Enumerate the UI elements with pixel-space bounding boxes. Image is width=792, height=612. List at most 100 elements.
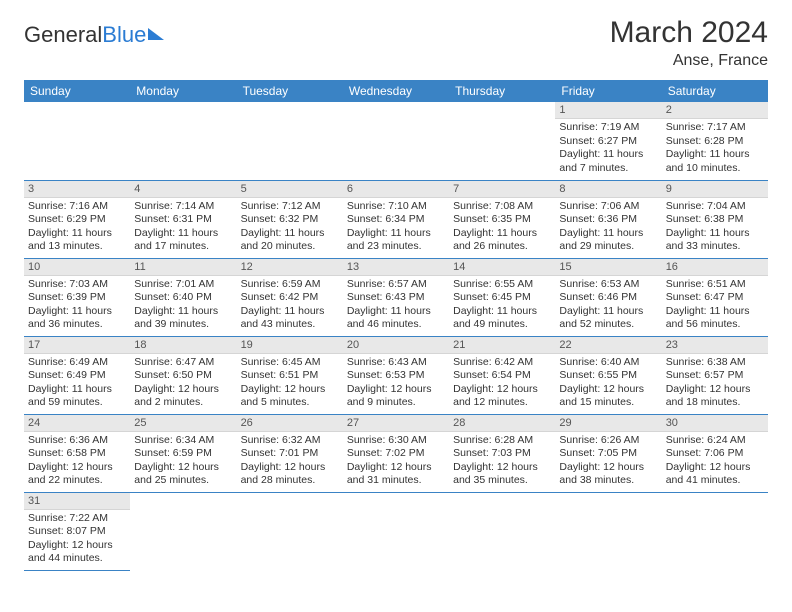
day-number: 21 [449,337,555,354]
calendar-day-cell [130,102,236,180]
sunset-line: Sunset: 6:43 PM [347,291,445,305]
sunrise-line: Sunrise: 7:19 AM [559,121,657,135]
sunrise-line: Sunrise: 7:08 AM [453,200,551,214]
daylight-line: Daylight: 11 hours and 29 minutes. [559,227,657,254]
daylight-line: Daylight: 12 hours and 2 minutes. [134,383,232,410]
sunset-line: Sunset: 7:05 PM [559,447,657,461]
calendar-day-cell: 8Sunrise: 7:06 AMSunset: 6:36 PMDaylight… [555,180,661,258]
day-details: Sunrise: 7:04 AMSunset: 6:38 PMDaylight:… [662,198,768,257]
calendar-day-cell: 13Sunrise: 6:57 AMSunset: 6:43 PMDayligh… [343,258,449,336]
calendar-day-cell: 14Sunrise: 6:55 AMSunset: 6:45 PMDayligh… [449,258,555,336]
day-details: Sunrise: 7:08 AMSunset: 6:35 PMDaylight:… [449,198,555,257]
sunset-line: Sunset: 6:51 PM [241,369,339,383]
sunrise-line: Sunrise: 6:43 AM [347,356,445,370]
sunset-line: Sunset: 6:36 PM [559,213,657,227]
day-details: Sunrise: 6:47 AMSunset: 6:50 PMDaylight:… [130,354,236,413]
daylight-line: Daylight: 11 hours and 43 minutes. [241,305,339,332]
sunset-line: Sunset: 6:39 PM [28,291,126,305]
daylight-line: Daylight: 11 hours and 33 minutes. [666,227,764,254]
daylight-line: Daylight: 12 hours and 35 minutes. [453,461,551,488]
day-details: Sunrise: 7:16 AMSunset: 6:29 PMDaylight:… [24,198,130,257]
calendar-day-cell: 12Sunrise: 6:59 AMSunset: 6:42 PMDayligh… [237,258,343,336]
calendar-day-cell [130,492,236,570]
day-number: 16 [662,259,768,276]
sunset-line: Sunset: 6:34 PM [347,213,445,227]
daylight-line: Daylight: 12 hours and 9 minutes. [347,383,445,410]
sunset-line: Sunset: 6:46 PM [559,291,657,305]
calendar-day-cell: 9Sunrise: 7:04 AMSunset: 6:38 PMDaylight… [662,180,768,258]
daylight-line: Daylight: 11 hours and 56 minutes. [666,305,764,332]
day-details: Sunrise: 6:43 AMSunset: 6:53 PMDaylight:… [343,354,449,413]
day-details: Sunrise: 7:17 AMSunset: 6:28 PMDaylight:… [662,119,768,178]
day-number: 26 [237,415,343,432]
header: GeneralBlue March 2024 Anse, France [24,16,768,70]
day-number: 27 [343,415,449,432]
day-details: Sunrise: 6:55 AMSunset: 6:45 PMDaylight:… [449,276,555,335]
sunrise-line: Sunrise: 6:45 AM [241,356,339,370]
calendar-week-row: 1Sunrise: 7:19 AMSunset: 6:27 PMDaylight… [24,102,768,180]
calendar-week-row: 24Sunrise: 6:36 AMSunset: 6:58 PMDayligh… [24,414,768,492]
weekday-header: Tuesday [237,80,343,102]
day-details: Sunrise: 7:22 AMSunset: 8:07 PMDaylight:… [24,510,130,569]
calendar-day-cell: 16Sunrise: 6:51 AMSunset: 6:47 PMDayligh… [662,258,768,336]
day-number: 5 [237,181,343,198]
day-details: Sunrise: 6:38 AMSunset: 6:57 PMDaylight:… [662,354,768,413]
daylight-line: Daylight: 11 hours and 10 minutes. [666,148,764,175]
sunrise-line: Sunrise: 6:53 AM [559,278,657,292]
sunrise-line: Sunrise: 6:24 AM [666,434,764,448]
day-details: Sunrise: 6:53 AMSunset: 6:46 PMDaylight:… [555,276,661,335]
calendar-week-row: 10Sunrise: 7:03 AMSunset: 6:39 PMDayligh… [24,258,768,336]
daylight-line: Daylight: 12 hours and 41 minutes. [666,461,764,488]
logo-text-general: General [24,22,102,48]
sunrise-line: Sunrise: 7:04 AM [666,200,764,214]
calendar-day-cell: 26Sunrise: 6:32 AMSunset: 7:01 PMDayligh… [237,414,343,492]
day-details: Sunrise: 6:51 AMSunset: 6:47 PMDaylight:… [662,276,768,335]
sunset-line: Sunset: 6:38 PM [666,213,764,227]
calendar-day-cell: 1Sunrise: 7:19 AMSunset: 6:27 PMDaylight… [555,102,661,180]
weekday-header: Friday [555,80,661,102]
calendar-day-cell [24,102,130,180]
calendar-day-cell: 4Sunrise: 7:14 AMSunset: 6:31 PMDaylight… [130,180,236,258]
daylight-line: Daylight: 11 hours and 20 minutes. [241,227,339,254]
sunrise-line: Sunrise: 7:16 AM [28,200,126,214]
daylight-line: Daylight: 12 hours and 22 minutes. [28,461,126,488]
day-number: 30 [662,415,768,432]
calendar-day-cell: 22Sunrise: 6:40 AMSunset: 6:55 PMDayligh… [555,336,661,414]
weekday-header: Wednesday [343,80,449,102]
sunset-line: Sunset: 7:02 PM [347,447,445,461]
calendar-day-cell: 24Sunrise: 6:36 AMSunset: 6:58 PMDayligh… [24,414,130,492]
daylight-line: Daylight: 12 hours and 25 minutes. [134,461,232,488]
sunset-line: Sunset: 6:59 PM [134,447,232,461]
day-number: 25 [130,415,236,432]
day-number: 19 [237,337,343,354]
day-details: Sunrise: 6:49 AMSunset: 6:49 PMDaylight:… [24,354,130,413]
sunrise-line: Sunrise: 6:38 AM [666,356,764,370]
day-number: 23 [662,337,768,354]
sunset-line: Sunset: 6:27 PM [559,135,657,149]
calendar-day-cell [343,492,449,570]
sunset-line: Sunset: 6:53 PM [347,369,445,383]
sunrise-line: Sunrise: 6:32 AM [241,434,339,448]
day-details: Sunrise: 6:57 AMSunset: 6:43 PMDaylight:… [343,276,449,335]
daylight-line: Daylight: 12 hours and 18 minutes. [666,383,764,410]
calendar-day-cell: 25Sunrise: 6:34 AMSunset: 6:59 PMDayligh… [130,414,236,492]
sunset-line: Sunset: 6:55 PM [559,369,657,383]
daylight-line: Daylight: 12 hours and 15 minutes. [559,383,657,410]
calendar-day-cell: 21Sunrise: 6:42 AMSunset: 6:54 PMDayligh… [449,336,555,414]
sunset-line: Sunset: 6:45 PM [453,291,551,305]
daylight-line: Daylight: 11 hours and 52 minutes. [559,305,657,332]
calendar-day-cell: 11Sunrise: 7:01 AMSunset: 6:40 PMDayligh… [130,258,236,336]
calendar-day-cell [555,492,661,570]
day-number: 3 [24,181,130,198]
calendar-day-cell: 15Sunrise: 6:53 AMSunset: 6:46 PMDayligh… [555,258,661,336]
sunset-line: Sunset: 6:42 PM [241,291,339,305]
daylight-line: Daylight: 11 hours and 59 minutes. [28,383,126,410]
day-number: 4 [130,181,236,198]
day-details: Sunrise: 7:19 AMSunset: 6:27 PMDaylight:… [555,119,661,178]
daylight-line: Daylight: 12 hours and 5 minutes. [241,383,339,410]
day-number: 28 [449,415,555,432]
calendar-day-cell: 3Sunrise: 7:16 AMSunset: 6:29 PMDaylight… [24,180,130,258]
day-number: 8 [555,181,661,198]
weekday-header: Sunday [24,80,130,102]
sunrise-line: Sunrise: 7:10 AM [347,200,445,214]
